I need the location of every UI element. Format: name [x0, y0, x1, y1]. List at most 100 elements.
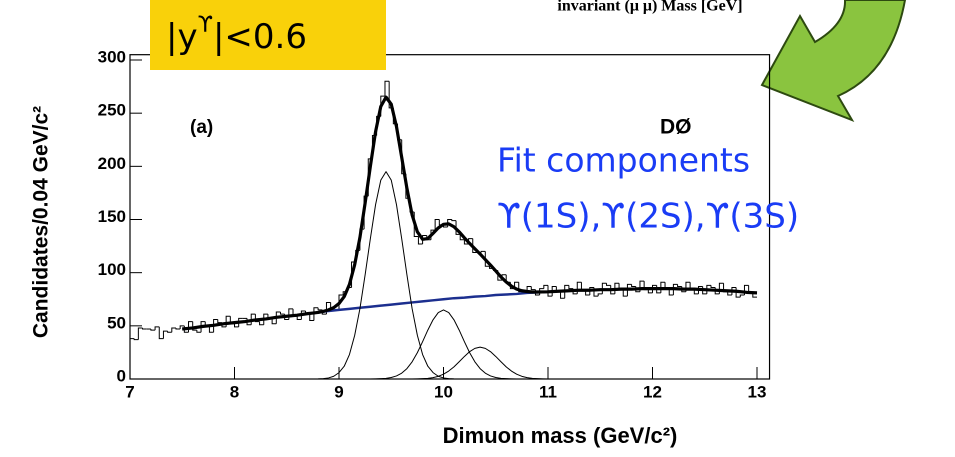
histogram-bin [384, 80, 390, 97]
y-axis-label: Candidates/0.04 GeV/c² [30, 106, 53, 338]
histogram-bin [472, 238, 477, 253]
histogram-bin [606, 283, 611, 286]
histogram-bin [668, 288, 674, 296]
histogram-bin [459, 234, 465, 241]
fit-note: Fit components [497, 141, 750, 180]
histogram-bin [259, 321, 264, 326]
fit-note: ϒ(1S),ϒ(2S),ϒ(3S) [497, 197, 799, 237]
histogram-bin [309, 313, 314, 322]
x-tick-label: 9 [334, 382, 343, 401]
histogram-bin [697, 285, 703, 294]
y-tick-label: 200 [98, 154, 126, 173]
plot-area: 0 50 100 150 200 250 300 7 8 9 10 11 12 13 [98, 47, 771, 401]
cut-box [150, 0, 386, 70]
histogram-bin [585, 290, 590, 296]
x-axis-label: Dimuon mass (GeV/c²) [443, 423, 678, 448]
histogram-bin [192, 321, 197, 331]
x-tick-label: 10 [434, 382, 453, 401]
histogram-bin [263, 313, 268, 325]
histogram-bin [463, 239, 469, 245]
histogram-bin [275, 311, 281, 324]
histogram-bin [647, 289, 653, 294]
histogram-bin [652, 284, 657, 293]
histogram-bin [208, 325, 214, 333]
histogram-bin [422, 234, 427, 244]
histogram-bin [200, 321, 206, 333]
histogram-bin [547, 285, 553, 297]
y-tick-label: 250 [98, 101, 126, 120]
histogram-bin [597, 293, 603, 297]
histogram-bin [296, 316, 302, 320]
histogram-bin [279, 312, 285, 315]
fit-curve [412, 346, 549, 380]
histogram-bin [622, 289, 628, 297]
fit-curve [307, 171, 465, 380]
histogram-bin [568, 285, 574, 290]
histogram-bin [238, 317, 243, 327]
histogram-bin [271, 318, 277, 325]
histogram-bin [213, 318, 218, 333]
x-tick-label: 12 [643, 382, 662, 401]
histogram-bin [589, 287, 594, 295]
fit-curve [182, 95, 758, 331]
histogram-bin [175, 327, 181, 330]
rapidity-cut: |yϒ|<0.6 [166, 13, 307, 57]
histogram-bin [154, 326, 160, 331]
experiment: DØ [660, 116, 692, 139]
histogram-bin [142, 327, 147, 330]
x-tick-label: 7 [125, 382, 134, 401]
histogram-bin [167, 331, 172, 333]
histogram-bin [300, 310, 306, 320]
histogram-bin [162, 330, 168, 339]
histogram-bin [739, 294, 745, 298]
histogram-bin [677, 284, 682, 287]
histogram-bin [543, 284, 548, 289]
histogram-bin [129, 338, 135, 379]
histogram-bin [434, 219, 440, 231]
histogram-bin [158, 326, 164, 340]
x-tick-label: 8 [230, 382, 239, 401]
histogram-bin [179, 325, 185, 330]
histogram-bin [631, 284, 636, 287]
arrow [760, 0, 907, 122]
histogram-bin [234, 323, 239, 328]
histogram-bin [710, 285, 716, 289]
histogram-bin [752, 292, 757, 298]
histogram-bin [133, 338, 139, 341]
cut-sup: ϒ [198, 13, 213, 38]
histogram-bin [417, 236, 423, 245]
histogram-bin [171, 327, 176, 333]
histogram-bin [451, 219, 457, 222]
histogram-bin [150, 329, 156, 331]
histogram-bin [626, 283, 632, 297]
histogram-bin [317, 307, 323, 311]
x-tick-label: 11 [539, 382, 557, 401]
y-tick-label: 150 [98, 207, 126, 226]
histogram-bin [576, 281, 582, 294]
histogram-bin [718, 282, 724, 294]
histogram-bin [693, 289, 699, 295]
y-tick-label: 0 [117, 366, 126, 385]
y-tick-label: 100 [98, 260, 126, 279]
histogram-bin [137, 327, 143, 340]
header-text: invariant (μ μ) Mass [GeV] [557, 0, 742, 15]
histogram-bin [217, 319, 222, 324]
histogram-bin [480, 250, 486, 253]
y-tick-label: 50 [107, 313, 126, 332]
histogram-bin [564, 284, 569, 299]
histogram-bin [313, 307, 319, 321]
histogram-bin [727, 291, 732, 296]
histogram-bin [530, 286, 536, 291]
histogram-bin [484, 251, 490, 267]
panel-label: (a) [190, 117, 213, 138]
histogram-bin [455, 220, 461, 235]
cut-part: |y [166, 17, 198, 57]
histogram-bin [672, 283, 678, 295]
x-tick-label: 13 [748, 382, 767, 401]
y-tick-label: 300 [98, 47, 126, 66]
cut-part: |<0.6 [213, 17, 307, 57]
fit-curve [370, 309, 517, 380]
histogram-bin [196, 330, 202, 333]
histogram-bin [560, 291, 565, 299]
